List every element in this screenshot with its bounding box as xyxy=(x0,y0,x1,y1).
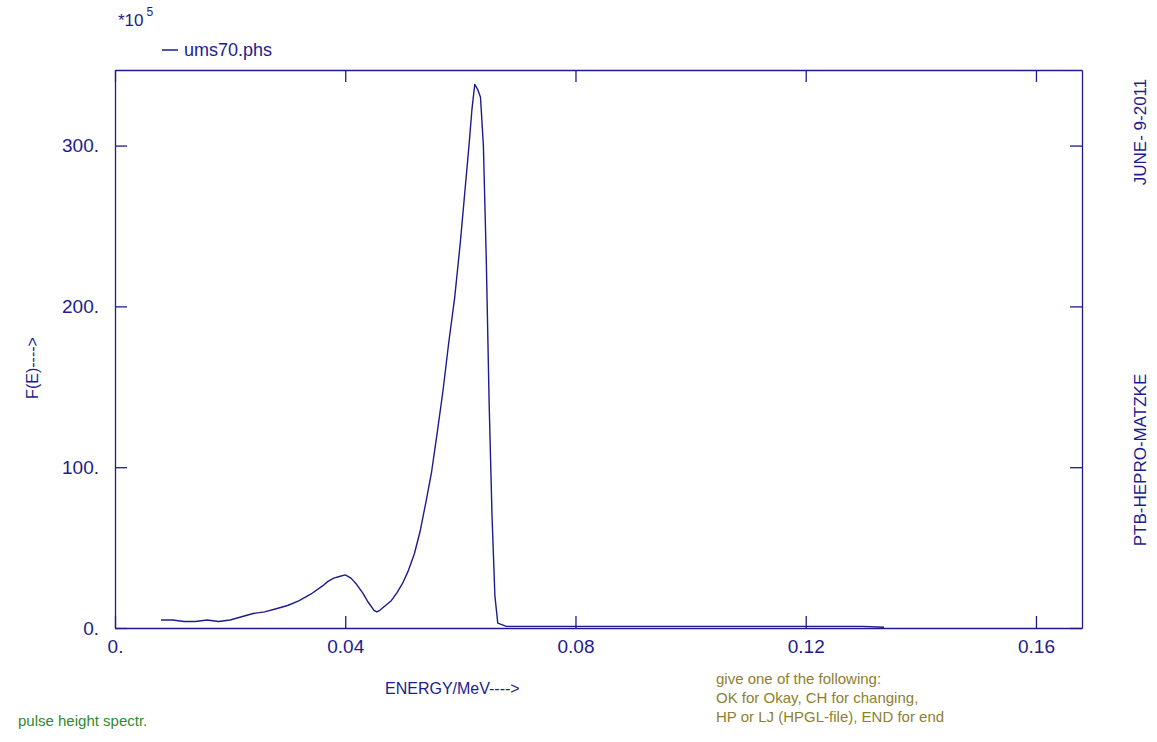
tick-mark xyxy=(345,616,346,628)
tick-mark xyxy=(115,306,127,307)
data-layer xyxy=(161,84,884,627)
axis-line xyxy=(116,628,1083,629)
y-axis-right xyxy=(1070,71,1083,629)
date: JUNE- 9-2011 xyxy=(1131,79,1150,185)
x-axis-title: ENERGY/MeV----> xyxy=(385,680,520,697)
tick xyxy=(1036,70,1037,82)
chart-root: 0. 0.04 0.08 0.12 0.16 0. 100. 200. 300. ums70.ph… xyxy=(0,0,1157,742)
y-axis: 0. 100. 200. 300. xyxy=(62,71,127,639)
y-axis-title: F(E)----> xyxy=(24,337,41,399)
plot-area: 0. 0.04 0.08 0.12 0.16 0. 100. 200. 300. xyxy=(62,70,1082,657)
tick-mark xyxy=(1070,628,1082,629)
tick-mark xyxy=(1036,70,1037,82)
tick-mark xyxy=(1070,306,1082,307)
tick: 300. xyxy=(62,135,127,156)
tick xyxy=(1070,467,1082,468)
tick xyxy=(1070,146,1082,147)
prompt-line: HP or LJ (HPGL-file), END for end xyxy=(716,708,944,725)
tick-label: 0.16 xyxy=(1018,636,1055,657)
axis-line xyxy=(116,70,1083,71)
tick: 0.12 xyxy=(788,616,825,657)
tick: 0.16 xyxy=(1018,616,1055,657)
tick-mark xyxy=(115,467,127,468)
tick: 0. xyxy=(83,618,127,639)
axis-line xyxy=(115,71,116,629)
legend-swatch xyxy=(162,49,178,51)
legend-label: ums70.phs xyxy=(184,40,272,60)
tick: 0.08 xyxy=(557,616,594,657)
tick-label: 0.12 xyxy=(788,636,825,657)
tick-mark xyxy=(115,628,127,629)
tick-label: 300. xyxy=(62,135,99,156)
tick xyxy=(806,70,807,82)
y-multiplier: *10 xyxy=(118,11,144,30)
tick-label: 0. xyxy=(83,618,99,639)
y-multiplier-exponent: 5 xyxy=(147,5,154,19)
tick-mark xyxy=(806,70,807,82)
tick-mark xyxy=(575,70,576,82)
tick: 0.04 xyxy=(327,616,364,657)
tick: 200. xyxy=(62,296,127,317)
tick: 100. xyxy=(62,457,127,478)
credit: PTB-HEPRO-MATZKE xyxy=(1131,374,1150,547)
tick-mark xyxy=(115,145,127,146)
x-axis: 0. 0.04 0.08 0.12 0.16 xyxy=(108,616,1083,657)
tick-label: 200. xyxy=(62,296,99,317)
tick-mark xyxy=(1070,145,1082,146)
tick-label: 100. xyxy=(62,457,99,478)
tick xyxy=(575,70,576,82)
tick-label: 0. xyxy=(108,636,124,657)
axis-line xyxy=(1082,71,1083,629)
prompt-line: OK for Okay, CH for changing, xyxy=(716,689,918,706)
x-axis-top xyxy=(116,70,1083,82)
tick-label: 0.08 xyxy=(557,636,594,657)
footer-label: pulse height spectr. xyxy=(18,712,147,729)
legend: ums70.phs xyxy=(162,40,272,60)
tick-mark xyxy=(1070,467,1082,468)
tick-label: 0.04 xyxy=(327,636,364,657)
prompt-line: give one of the following: xyxy=(716,670,881,687)
tick xyxy=(1070,628,1082,629)
tick-mark xyxy=(1036,616,1037,628)
tick xyxy=(1070,306,1082,307)
tick-mark xyxy=(345,70,346,82)
spectrum-line xyxy=(161,84,884,627)
tick xyxy=(345,70,346,82)
